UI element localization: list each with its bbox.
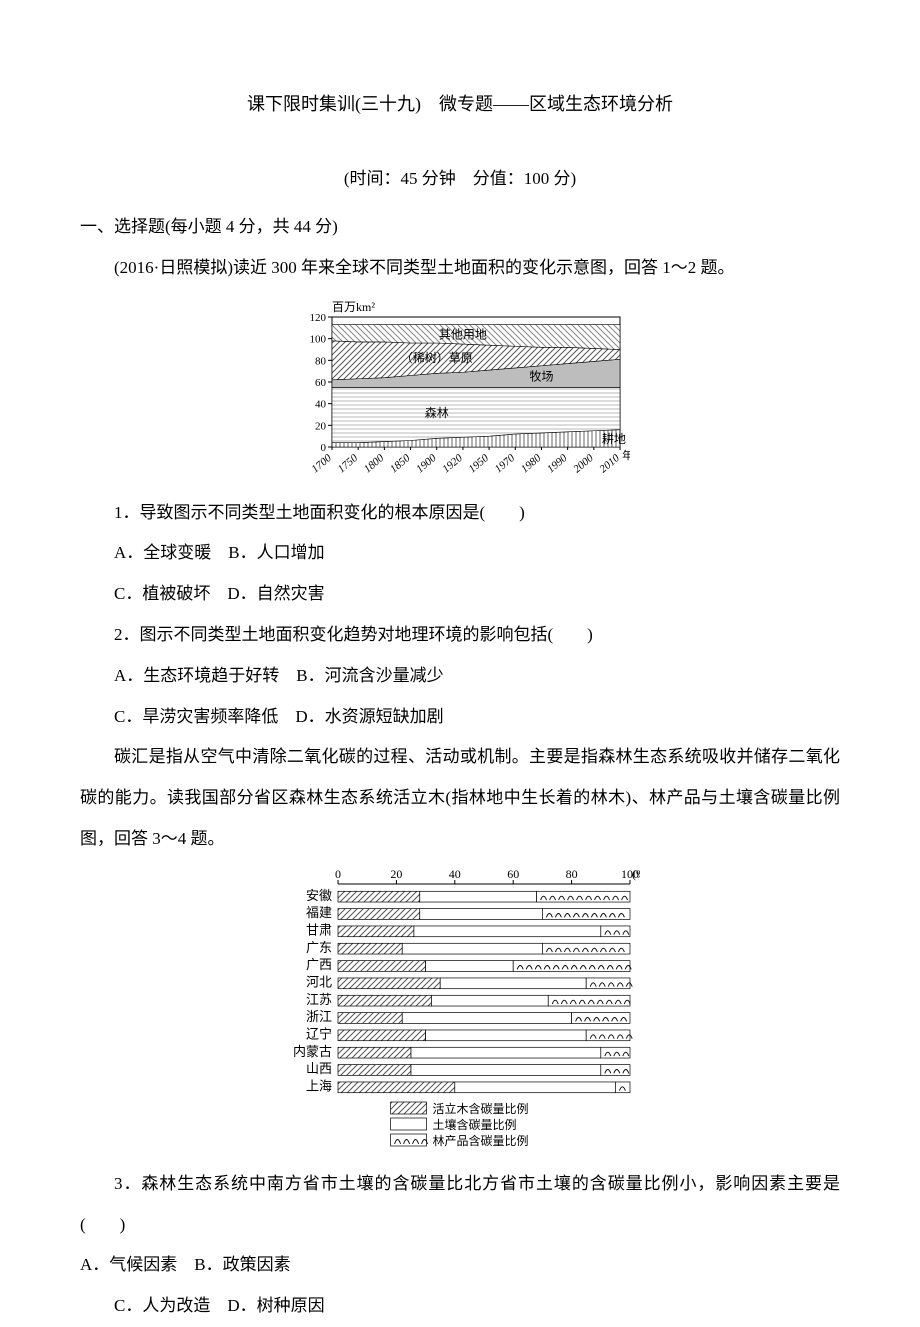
q2-stem: 2．图示不同类型土地面积变化趋势对地理环境的影响包括( ) (80, 615, 840, 656)
q1-options-cd: C．植被破坏 D．自然灾害 (80, 574, 840, 615)
svg-text:60: 60 (507, 867, 519, 881)
doc-title: 课下限时集训(三十九) 微专题——区域生态环境分析 (80, 90, 840, 116)
svg-text:浙江: 浙江 (306, 1009, 332, 1024)
svg-text:江苏: 江苏 (306, 992, 332, 1007)
svg-text:安徽: 安徽 (306, 888, 332, 903)
svg-text:1900: 1900 (414, 451, 439, 475)
svg-text:(%): (%) (632, 867, 640, 881)
q3-options-ab: A．气候因素 B．政策因素 (80, 1245, 840, 1286)
q1-stem: 1．导致图示不同类型土地面积变化的根本原因是( ) (80, 493, 840, 534)
svg-text:广东: 广东 (306, 940, 332, 955)
q3-options-cd: C．人为改造 D．树种原因 (80, 1286, 840, 1327)
svg-text:活立木含碳量比例: 活立木含碳量比例 (433, 1101, 529, 1116)
svg-text:2000: 2000 (571, 451, 596, 475)
svg-text:辽宁: 辽宁 (306, 1026, 332, 1041)
intro-q1-q2: (2016·日照模拟)读近 300 年来全球不同类型土地面积的变化示意图，回答 … (80, 248, 840, 289)
svg-text:2010: 2010 (597, 451, 622, 475)
q2-options-cd: C．旱涝灾害频率降低 D．水资源短缺加剧 (80, 697, 840, 738)
svg-text:河北: 河北 (306, 974, 332, 989)
svg-text:1980: 1980 (519, 451, 544, 475)
svg-text:甘肃: 甘肃 (306, 922, 332, 937)
svg-text:上海: 上海 (306, 1078, 332, 1093)
svg-text:0: 0 (335, 867, 341, 881)
svg-text:1750: 1750 (336, 451, 361, 475)
svg-text:耕地: 耕地 (602, 430, 626, 445)
page: 课下限时集训(三十九) 微专题——区域生态环境分析 (时间：45 分钟 分值：1… (0, 0, 920, 1302)
svg-text:80: 80 (566, 867, 578, 881)
svg-text:林产品含碳量比例: 林产品含碳量比例 (433, 1133, 529, 1148)
svg-text:内蒙古: 内蒙古 (293, 1044, 332, 1059)
q1-options-ab: A．全球变暖 B．人口增加 (80, 533, 840, 574)
svg-text:80: 80 (315, 355, 327, 367)
svg-text:其他用地: 其他用地 (439, 327, 487, 341)
q3-stem: 3．森林生态系统中南方省市土壤的含碳量比北方省市土壤的含碳量比例小，影响因素主要… (80, 1164, 840, 1246)
svg-text:土壤含碳量比例: 土壤含碳量比例 (433, 1117, 517, 1132)
q2-options-ab: A．生态环境趋于好转 B．河流含沙量减少 (80, 656, 840, 697)
svg-text:1950: 1950 (466, 451, 491, 475)
svg-text:山西: 山西 (306, 1061, 332, 1076)
section-heading: 一、选择题(每小题 4 分，共 44 分) (80, 207, 840, 248)
svg-text:1990: 1990 (545, 451, 570, 475)
svg-text:20: 20 (390, 867, 402, 881)
svg-text:牧场: 牧场 (529, 369, 553, 383)
chart1-wrap: 百万km²020406080100120其他用地（稀树）草原牧场森林耕地1700… (80, 295, 840, 485)
doc-subtitle: (时间：45 分钟 分值：100 分) (80, 164, 840, 189)
svg-text:森林: 森林 (425, 404, 449, 419)
svg-text:广西: 广西 (306, 957, 332, 972)
svg-text:40: 40 (449, 867, 461, 881)
svg-text:1800: 1800 (362, 451, 387, 475)
svg-text:百万km²: 百万km² (332, 300, 375, 314)
chart1: 百万km²020406080100120其他用地（稀树）草原牧场森林耕地1700… (290, 295, 630, 485)
chart2-wrap: 020406080100(%)安徽福建甘肃广东广西河北江苏浙江辽宁内蒙古山西上海… (80, 866, 840, 1156)
intro-q3-q4: 碳汇是指从空气中清除二氧化碳的过程、活动或机制。主要是指森林生态系统吸收并储存二… (80, 737, 840, 859)
svg-text:20: 20 (315, 420, 327, 432)
svg-text:（稀树）草原: （稀树）草原 (401, 350, 473, 365)
svg-text:年: 年 (622, 448, 630, 462)
svg-text:60: 60 (315, 377, 327, 389)
svg-text:1920: 1920 (440, 451, 465, 475)
svg-text:120: 120 (310, 312, 327, 324)
svg-text:40: 40 (315, 398, 327, 410)
svg-text:福建: 福建 (306, 905, 332, 920)
svg-text:100: 100 (310, 333, 327, 345)
svg-text:1850: 1850 (388, 451, 413, 475)
svg-text:1700: 1700 (309, 451, 334, 475)
chart2: 020406080100(%)安徽福建甘肃广东广西河北江苏浙江辽宁内蒙古山西上海… (280, 866, 640, 1156)
svg-text:1970: 1970 (493, 451, 518, 475)
